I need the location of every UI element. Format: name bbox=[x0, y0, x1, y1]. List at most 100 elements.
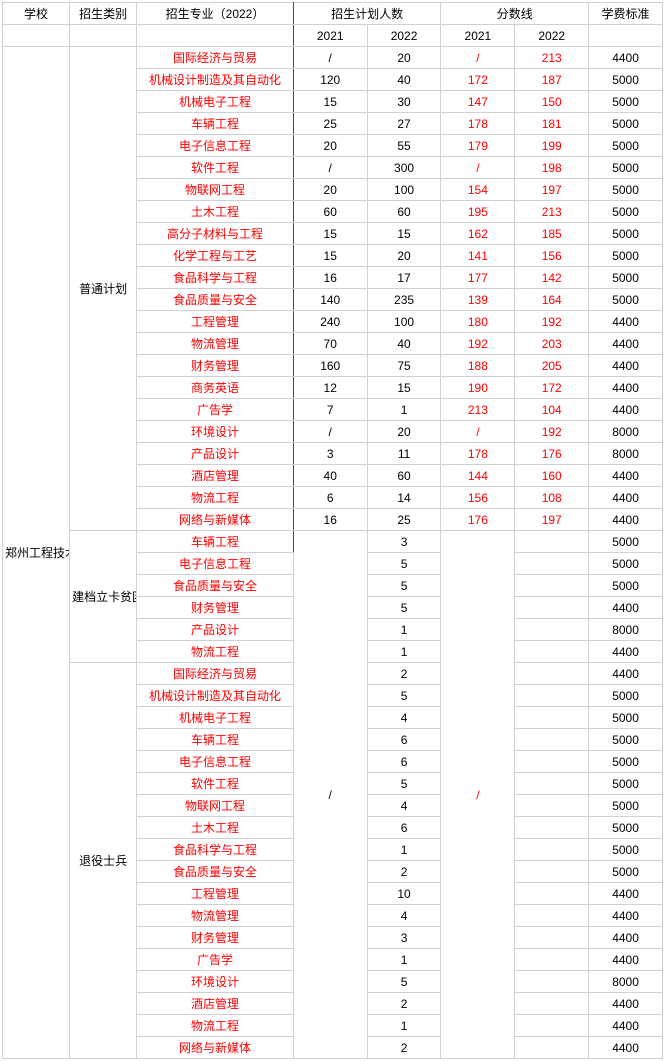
plan22-cell: 55 bbox=[367, 135, 441, 157]
score21-cell: 176 bbox=[441, 509, 515, 531]
header-score: 分数线 bbox=[441, 3, 589, 25]
fee-cell: 5000 bbox=[589, 685, 663, 707]
major-cell: 食品科学与工程 bbox=[137, 267, 294, 289]
score22-cell: 192 bbox=[515, 311, 589, 333]
plan22-cell: 1 bbox=[367, 619, 441, 641]
score22-cell: 213 bbox=[515, 47, 589, 69]
score22-cell bbox=[515, 619, 589, 641]
plan22-cell: 5 bbox=[367, 773, 441, 795]
major-cell: 电子信息工程 bbox=[137, 553, 294, 575]
major-cell: 国际经济与贸易 bbox=[137, 663, 294, 685]
plan21-cell: 240 bbox=[293, 311, 367, 333]
score22-cell bbox=[515, 905, 589, 927]
header-category: 招生类别 bbox=[70, 3, 137, 25]
plan22-cell: 1 bbox=[367, 1015, 441, 1037]
major-cell: 机械电子工程 bbox=[137, 91, 294, 113]
plan22-cell: 40 bbox=[367, 69, 441, 91]
plan22-cell: 20 bbox=[367, 421, 441, 443]
score21-cell: 162 bbox=[441, 223, 515, 245]
score21-cell: 156 bbox=[441, 487, 515, 509]
category-cell: 退役士兵 bbox=[70, 663, 137, 1059]
fee-cell: 5000 bbox=[589, 839, 663, 861]
score21-cell: 192 bbox=[441, 333, 515, 355]
major-cell: 车辆工程 bbox=[137, 729, 294, 751]
score22-cell: 160 bbox=[515, 465, 589, 487]
plan22-cell: 11 bbox=[367, 443, 441, 465]
header-plan-y1: 2021 bbox=[293, 25, 367, 47]
score21-cell: 139 bbox=[441, 289, 515, 311]
score22-cell bbox=[515, 971, 589, 993]
plan21-cell: 60 bbox=[293, 201, 367, 223]
header-school: 学校 bbox=[3, 3, 70, 25]
plan22-cell: 3 bbox=[367, 531, 441, 553]
score21-cell: 213 bbox=[441, 399, 515, 421]
plan21-cell: / bbox=[293, 47, 367, 69]
score22-cell bbox=[515, 839, 589, 861]
plan21-cell: / bbox=[293, 421, 367, 443]
plan22-cell: 10 bbox=[367, 883, 441, 905]
plan21-cell: / bbox=[293, 157, 367, 179]
major-cell: 车辆工程 bbox=[137, 113, 294, 135]
plan22-cell: 235 bbox=[367, 289, 441, 311]
score21-cell: / bbox=[441, 421, 515, 443]
score22-cell bbox=[515, 949, 589, 971]
fee-cell: 5000 bbox=[589, 575, 663, 597]
score22-cell: 181 bbox=[515, 113, 589, 135]
major-cell: 商务英语 bbox=[137, 377, 294, 399]
plan22-cell: 6 bbox=[367, 729, 441, 751]
header-major: 招生专业（2022） bbox=[137, 3, 294, 25]
plan21-cell: 16 bbox=[293, 509, 367, 531]
major-cell: 车辆工程 bbox=[137, 531, 294, 553]
major-cell: 酒店管理 bbox=[137, 993, 294, 1015]
plan21-cell: 25 bbox=[293, 113, 367, 135]
score22-cell: 198 bbox=[515, 157, 589, 179]
score22-cell bbox=[515, 641, 589, 663]
plan22-cell: 25 bbox=[367, 509, 441, 531]
major-cell: 物流管理 bbox=[137, 905, 294, 927]
plan22-cell: 27 bbox=[367, 113, 441, 135]
fee-cell: 5000 bbox=[589, 267, 663, 289]
score22-cell bbox=[515, 993, 589, 1015]
score22-cell bbox=[515, 795, 589, 817]
score22-cell: 205 bbox=[515, 355, 589, 377]
major-cell: 网络与新媒体 bbox=[137, 509, 294, 531]
fee-cell: 4400 bbox=[589, 333, 663, 355]
header-category-sub bbox=[70, 25, 137, 47]
major-cell: 食品质量与安全 bbox=[137, 575, 294, 597]
fee-cell: 4400 bbox=[589, 355, 663, 377]
plan22-cell: 5 bbox=[367, 685, 441, 707]
score22-cell: 199 bbox=[515, 135, 589, 157]
score22-cell: 104 bbox=[515, 399, 589, 421]
plan21-cell: 40 bbox=[293, 465, 367, 487]
score21-cell: 147 bbox=[441, 91, 515, 113]
score22-cell: 150 bbox=[515, 91, 589, 113]
score21-cell: 190 bbox=[441, 377, 515, 399]
admissions-table: 学校招生类别招生专业（2022）招生计划人数分数线学费标准20212022202… bbox=[2, 2, 663, 1059]
score22-cell: 156 bbox=[515, 245, 589, 267]
fee-cell: 5000 bbox=[589, 729, 663, 751]
major-cell: 工程管理 bbox=[137, 883, 294, 905]
plan22-cell: 100 bbox=[367, 311, 441, 333]
score21-cell: 180 bbox=[441, 311, 515, 333]
fee-cell: 5000 bbox=[589, 113, 663, 135]
fee-cell: 4400 bbox=[589, 1037, 663, 1059]
score22-cell: 197 bbox=[515, 509, 589, 531]
score22-cell bbox=[515, 751, 589, 773]
score22-cell bbox=[515, 927, 589, 949]
major-cell: 网络与新媒体 bbox=[137, 1037, 294, 1059]
plan21-cell: 20 bbox=[293, 179, 367, 201]
score22-cell bbox=[515, 663, 589, 685]
fee-cell: 5000 bbox=[589, 223, 663, 245]
score21-cell: 141 bbox=[441, 245, 515, 267]
plan22-cell: 60 bbox=[367, 465, 441, 487]
plan21-cell: 20 bbox=[293, 135, 367, 157]
plan22-cell: 100 bbox=[367, 179, 441, 201]
score22-cell: 164 bbox=[515, 289, 589, 311]
major-cell: 软件工程 bbox=[137, 157, 294, 179]
plan22-cell: 5 bbox=[367, 575, 441, 597]
score21-cell: / bbox=[441, 157, 515, 179]
major-cell: 财务管理 bbox=[137, 927, 294, 949]
fee-cell: 4400 bbox=[589, 1015, 663, 1037]
fee-cell: 5000 bbox=[589, 751, 663, 773]
score22-cell bbox=[515, 597, 589, 619]
